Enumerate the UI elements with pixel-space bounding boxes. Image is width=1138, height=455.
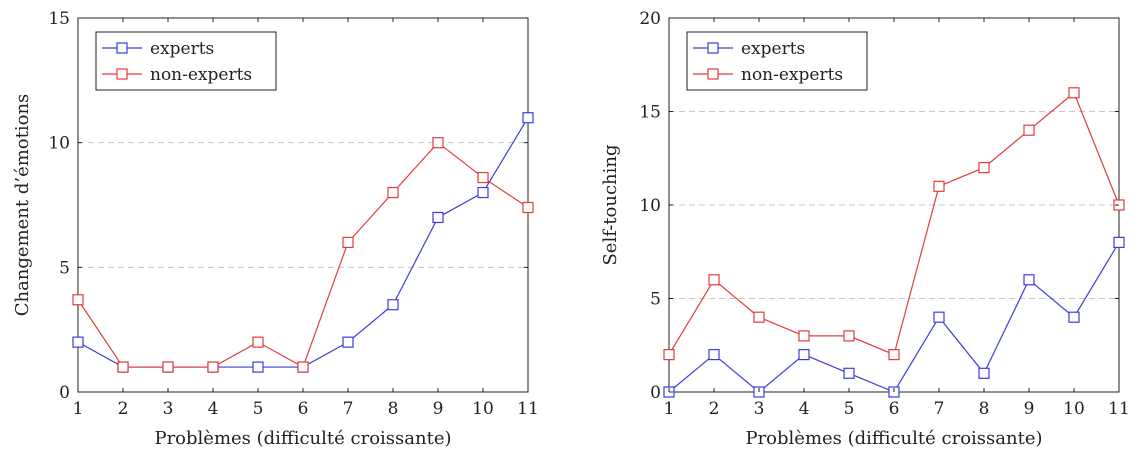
- data-point-non-experts: [207, 361, 219, 373]
- chart-self-touching-y-axis-label: Self-touching: [600, 144, 621, 265]
- y-tick-label: 0: [59, 383, 70, 403]
- x-tick-label: 1: [664, 399, 675, 419]
- y-tick-label: 5: [59, 258, 70, 278]
- series-line-non-experts: [77, 141, 529, 368]
- x-tick-label: 1: [73, 399, 84, 419]
- data-point-experts: [798, 349, 810, 361]
- data-point-non-experts: [843, 330, 855, 342]
- chart-emotions: 1 2 3 4 5 6 7 8 9 10 11 0 5 10 15 Problèmes (difficult…: [12, 9, 539, 449]
- data-point-experts: [522, 112, 534, 124]
- data-point-non-experts: [933, 180, 945, 192]
- x-tick-label: 6: [889, 399, 900, 419]
- x-tick-label: 11: [517, 399, 539, 419]
- legend-label-non-experts: non-experts: [150, 65, 252, 85]
- x-tick-label: 7: [343, 399, 354, 419]
- legend-marker-non-experts: [116, 68, 128, 80]
- chart-self-touching-legend: experts non-experts: [686, 31, 868, 91]
- data-point-experts: [708, 349, 720, 361]
- chart-self-touching: 1 2 3 4 5 6 7 8 9 10 11 0 5 10 15 20 Problèmes (difficu…: [600, 9, 1130, 449]
- y-tick-label: 10: [639, 196, 661, 216]
- x-tick-label: 10: [472, 399, 494, 419]
- chart-emotions-ticks: 1 2 3 4 5 6 7 8 9 10 11 0 5 10 15: [48, 9, 538, 419]
- x-tick-label: 2: [709, 399, 720, 419]
- legend-label-experts: experts: [150, 39, 214, 59]
- data-point-non-experts: [297, 361, 309, 373]
- chart-self-touching-series: [663, 87, 1125, 398]
- chart-emotions-y-axis-label: Changement d’émotions: [12, 94, 33, 317]
- legend-box: [686, 31, 868, 91]
- legend-marker-experts: [707, 42, 719, 54]
- x-tick-label: 3: [754, 399, 765, 419]
- y-tick-label: 15: [48, 9, 70, 29]
- x-tick-label: 8: [979, 399, 990, 419]
- data-point-non-experts: [1068, 87, 1080, 99]
- series-line-non-experts: [668, 91, 1120, 356]
- legend-label-experts: experts: [741, 39, 805, 59]
- data-point-non-experts: [663, 349, 675, 361]
- data-point-non-experts: [978, 162, 990, 174]
- chart-emotions-series: [72, 112, 534, 373]
- data-point-experts: [432, 211, 444, 224]
- data-point-non-experts: [522, 201, 534, 214]
- x-tick-label: 9: [433, 399, 444, 419]
- x-tick-label: 8: [388, 399, 399, 419]
- x-tick-label: 4: [208, 399, 219, 419]
- data-point-experts: [1068, 311, 1080, 323]
- x-tick-label: 2: [118, 399, 129, 419]
- x-tick-label: 3: [163, 399, 174, 419]
- y-tick-label: 20: [639, 9, 661, 29]
- y-tick-label: 15: [639, 103, 661, 123]
- x-tick-label: 10: [1063, 399, 1085, 419]
- legend-box: [95, 31, 277, 91]
- x-tick-label: 4: [799, 399, 810, 419]
- data-point-non-experts: [708, 274, 720, 286]
- x-tick-label: 5: [253, 399, 264, 419]
- y-tick-label: 5: [650, 290, 661, 310]
- legend-marker-non-experts: [707, 68, 719, 80]
- y-tick-label: 10: [48, 134, 70, 154]
- chart-emotions-x-axis-label: Problèmes (difficulté croissante): [154, 428, 451, 449]
- series-line-experts: [668, 242, 1120, 393]
- data-point-non-experts: [387, 186, 399, 199]
- data-point-experts: [1113, 236, 1125, 248]
- data-point-experts: [843, 367, 855, 379]
- data-point-experts: [72, 336, 84, 348]
- data-point-non-experts: [72, 294, 84, 306]
- data-point-non-experts: [798, 330, 810, 342]
- legend-marker-experts: [116, 42, 128, 54]
- data-point-experts: [1023, 274, 1035, 286]
- data-point-experts: [342, 336, 354, 348]
- data-point-non-experts: [753, 311, 765, 323]
- legend-label-non-experts: non-experts: [741, 65, 843, 85]
- data-point-experts: [933, 311, 945, 323]
- data-point-non-experts: [162, 361, 174, 373]
- x-tick-label: 9: [1024, 399, 1035, 419]
- chart-emotions-grid: [78, 142, 528, 268]
- data-point-non-experts: [252, 336, 264, 348]
- data-point-non-experts: [888, 349, 900, 361]
- y-tick-label: 0: [650, 383, 661, 403]
- data-point-non-experts: [432, 137, 444, 149]
- chart-self-touching-ticks: 1 2 3 4 5 6 7 8 9 10 11 0 5 10 15 20: [639, 9, 1129, 419]
- chart-self-touching-grid: [669, 111, 1119, 299]
- series-line-experts: [77, 117, 529, 368]
- chart-self-touching-x-axis-label: Problèmes (difficulté croissante): [745, 428, 1042, 449]
- x-tick-label: 7: [934, 399, 945, 419]
- x-tick-label: 5: [844, 399, 855, 419]
- data-point-non-experts: [477, 171, 489, 184]
- data-point-non-experts: [342, 236, 354, 248]
- x-tick-label: 6: [298, 399, 309, 419]
- data-point-experts: [387, 299, 399, 311]
- data-point-non-experts: [117, 361, 129, 373]
- data-point-experts: [477, 186, 489, 199]
- data-point-non-experts: [1023, 124, 1035, 136]
- data-point-experts: [252, 361, 264, 373]
- data-point-experts: [978, 367, 990, 379]
- chart-emotions-legend: experts non-experts: [95, 31, 277, 91]
- x-tick-label: 11: [1108, 399, 1130, 419]
